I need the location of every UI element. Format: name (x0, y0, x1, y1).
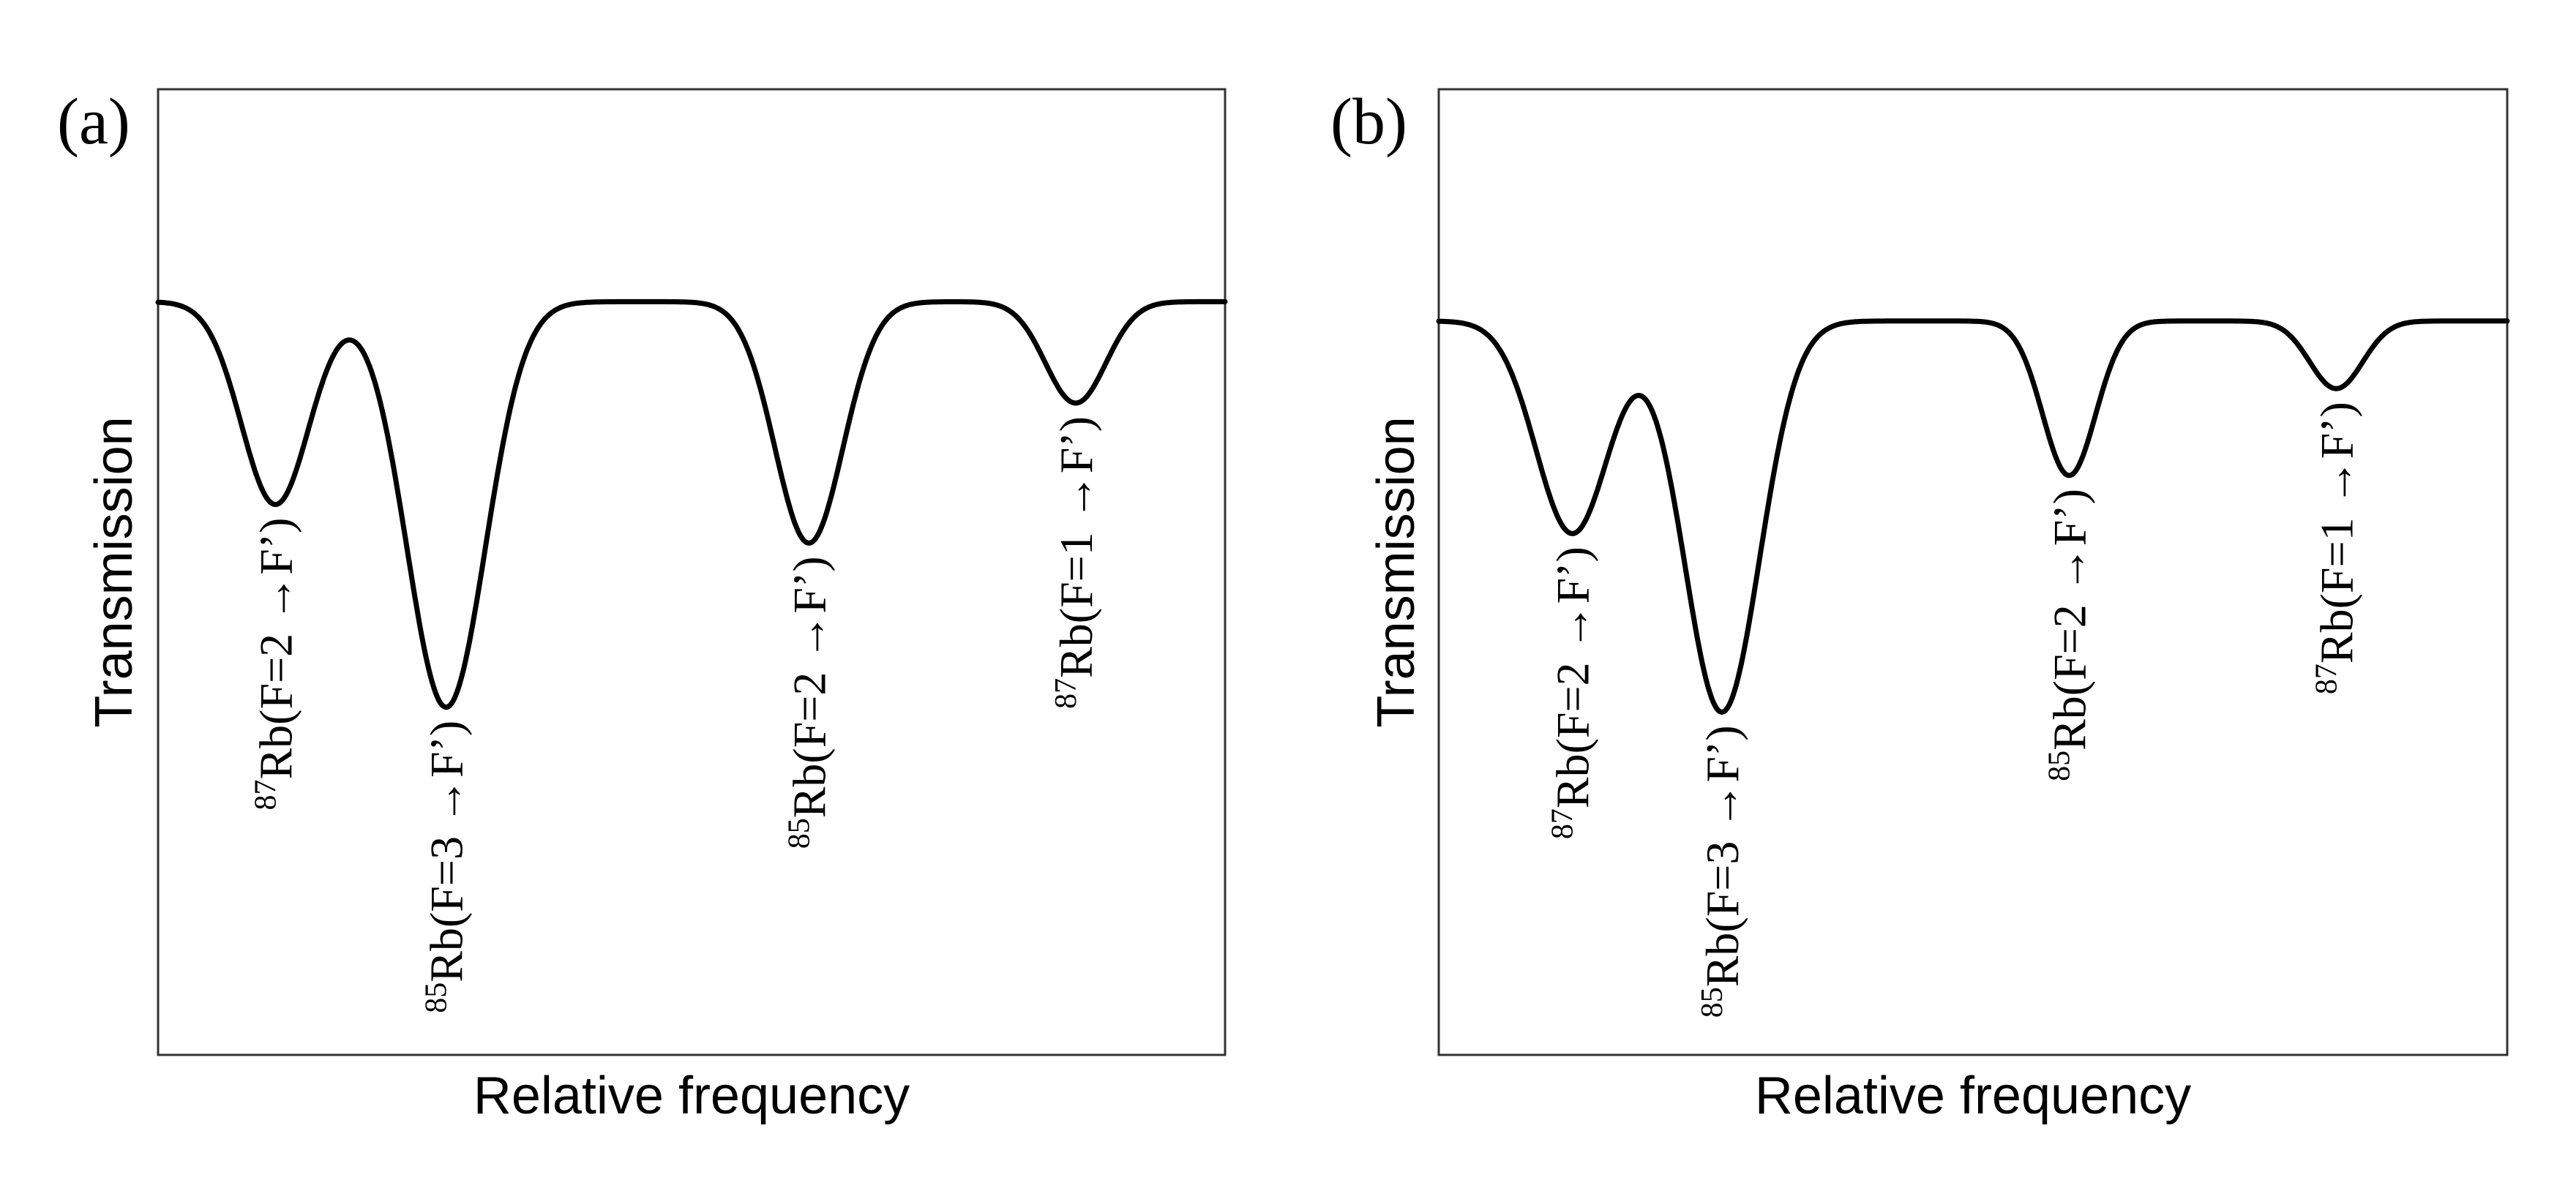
panel-b-peak-labels: 87Rb(F=2 →F’) 85Rb(F=3 →F’) 85Rb(F=2 →F’) 8… (1546, 402, 2363, 1018)
panel-b: (b) Transmission Relative frequency 87Rb… (1330, 86, 2510, 1125)
panel-a-transmission-line (155, 298, 1228, 710)
panel-b-transmission-line (1436, 318, 2510, 715)
panel-a-ylabel: Transmission (85, 416, 143, 727)
panel-a-xlabel: Relative frequency (473, 1067, 910, 1125)
panel-b-peak-label-1: 87Rb(F=2 →F’) (1546, 546, 1599, 839)
panel-a-plot-frame (157, 88, 1227, 1056)
panel-a: (a) Transmission Relative frequency 87Rb… (57, 86, 1228, 1125)
panel-a-peak-label-1: 87Rb(F=2 →F’) (249, 518, 302, 811)
panel-a-label: (a) (57, 86, 130, 158)
panel-b-plot-frame (1437, 88, 2509, 1056)
panel-b-label: (b) (1330, 86, 1407, 158)
panel-b-peak-label-3: 85Rb(F=2 →F’) (2043, 489, 2095, 781)
panel-a-peak-label-2: 85Rb(F=3 →F’) (420, 721, 473, 1013)
panel-b-peak-label-2: 85Rb(F=3 →F’) (1696, 725, 1748, 1018)
panel-a-peak-label-4: 87Rb(F=1 →F’) (1049, 416, 1102, 709)
panel-b-ylabel: Transmission (1367, 416, 1426, 727)
panel-a-peak-label-3: 85Rb(F=2 →F’) (782, 556, 835, 849)
panel-a-peak-labels: 87Rb(F=2 →F’) 85Rb(F=3 →F’) 85Rb(F=2 →F’) 8… (249, 416, 1102, 1013)
panel-b-xlabel: Relative frequency (1755, 1067, 2191, 1125)
panel-b-peak-label-4: 87Rb(F=1 →F’) (2310, 402, 2362, 694)
